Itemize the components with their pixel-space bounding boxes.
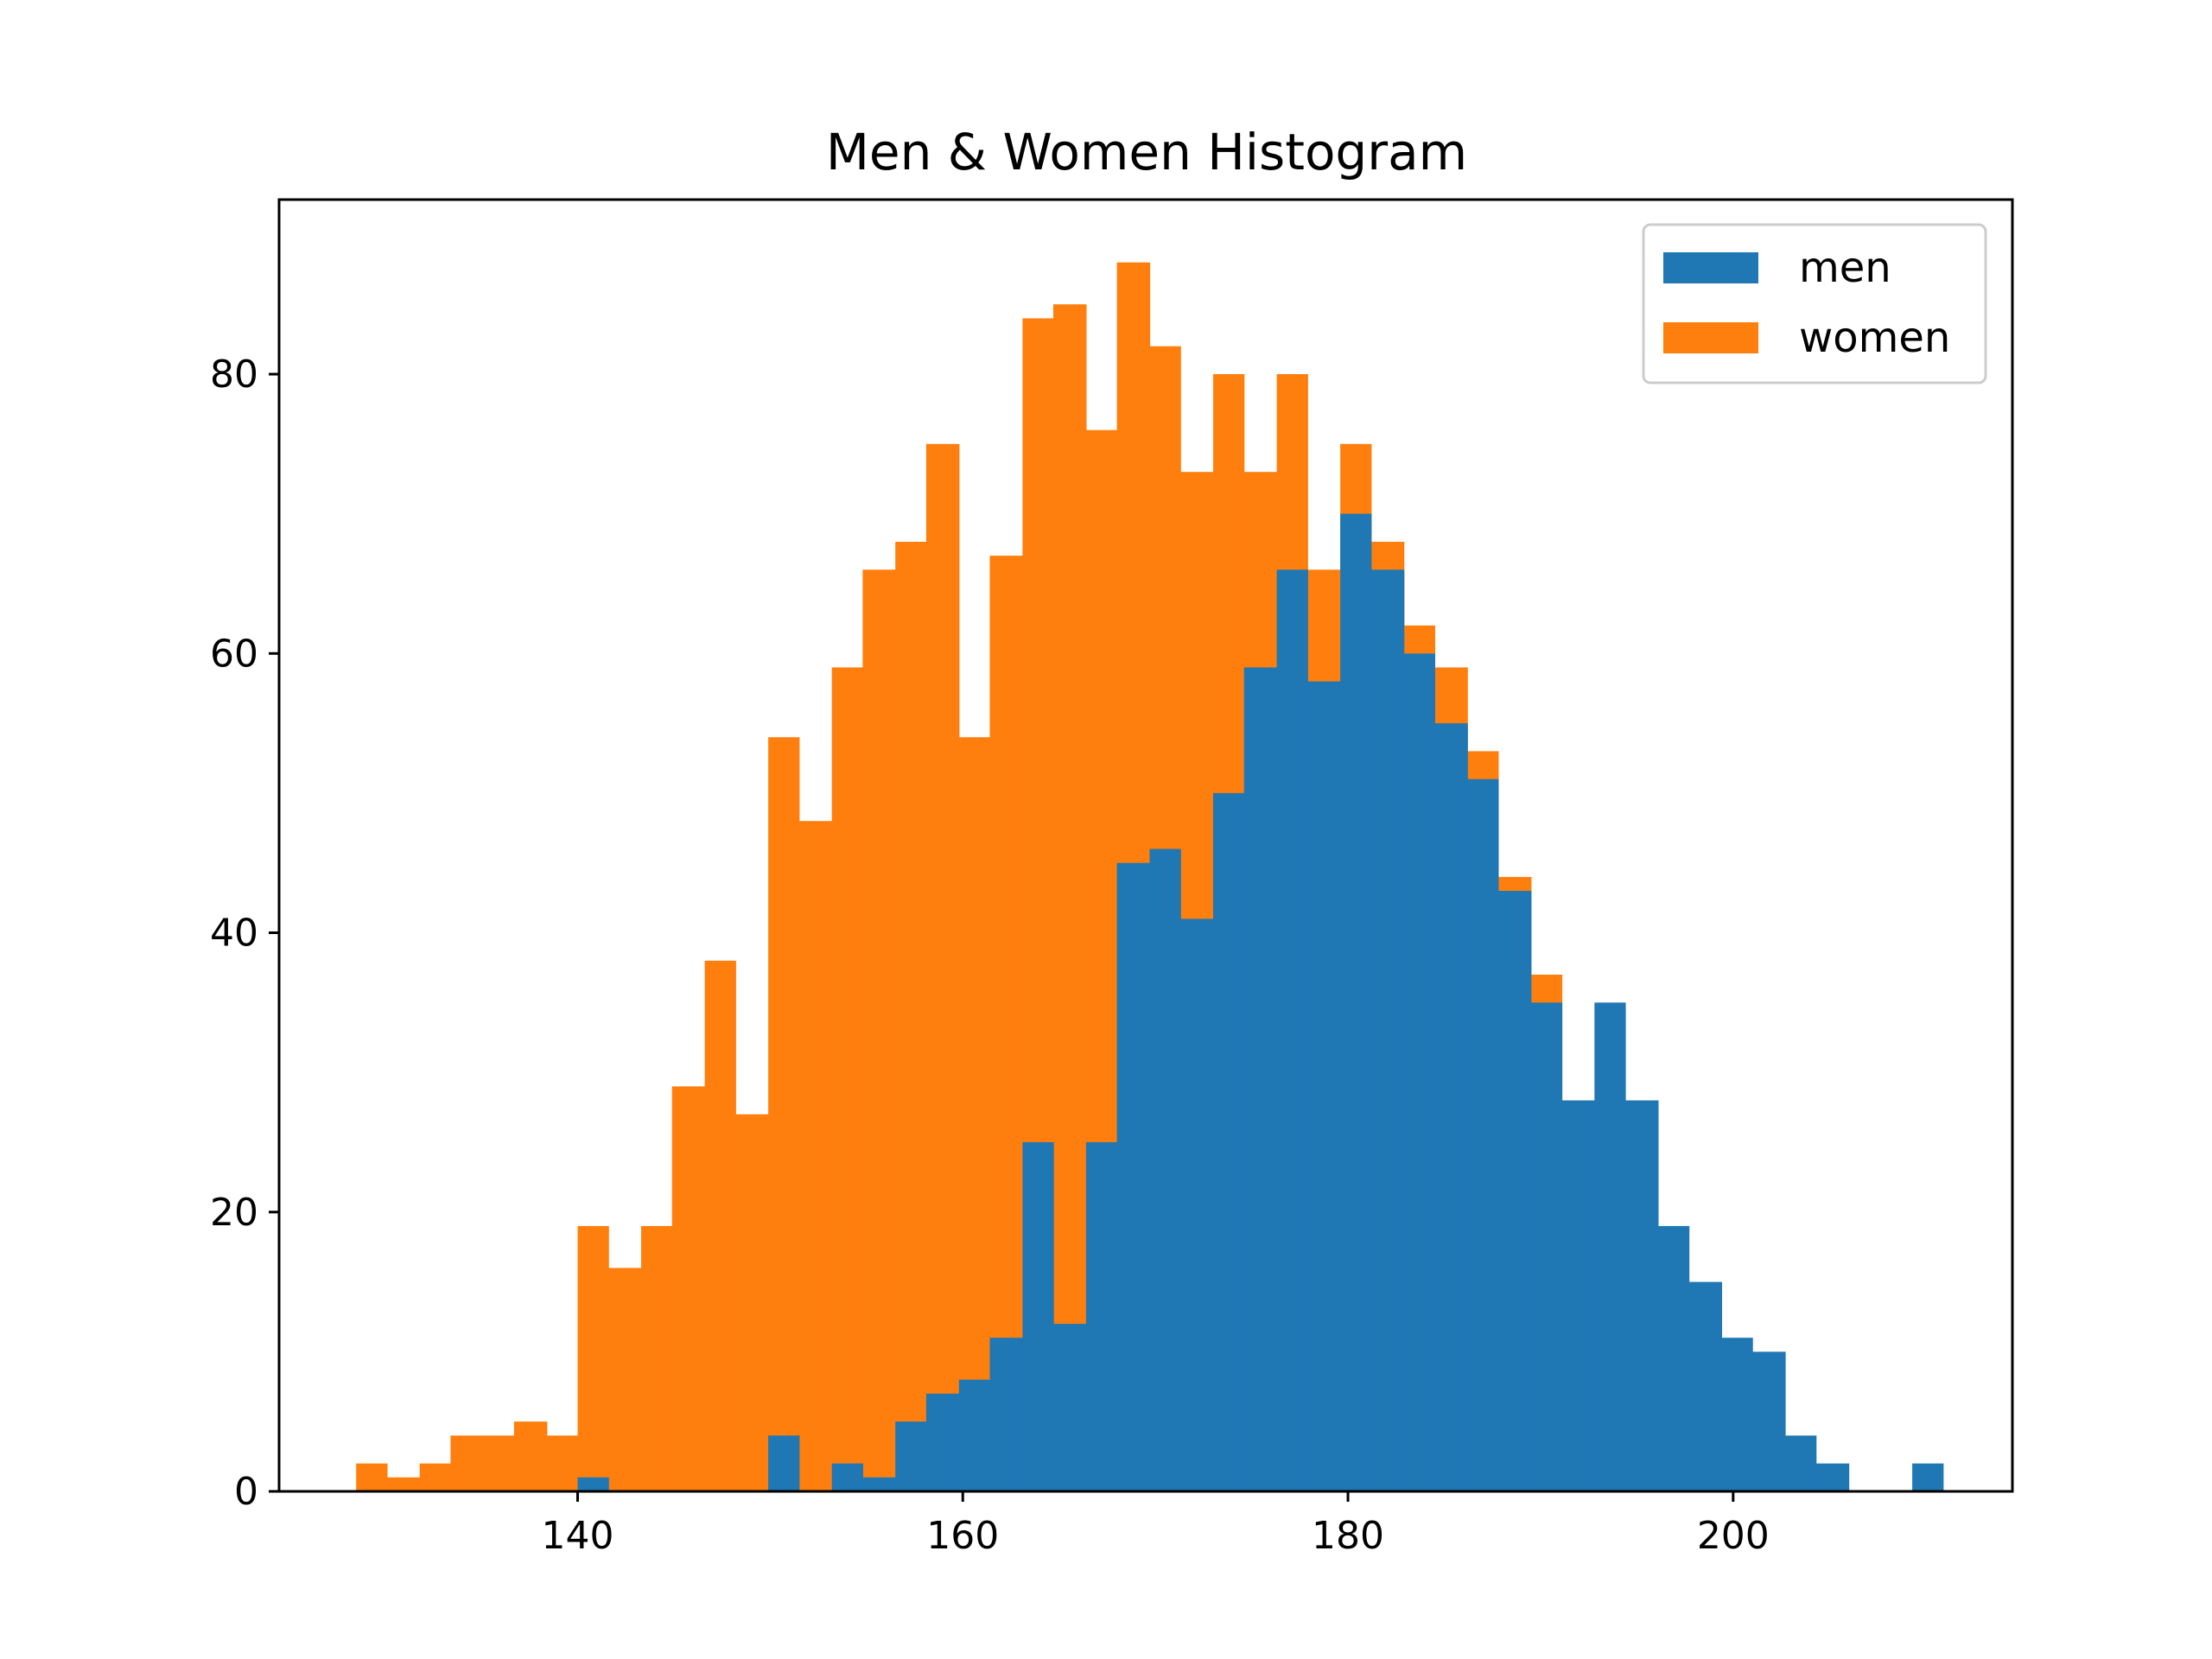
men-bar (1180, 918, 1214, 1491)
women-bar (831, 667, 863, 1491)
men-bar (1307, 681, 1341, 1491)
women-bar (641, 1225, 673, 1491)
plot-frame (277, 198, 2014, 1493)
men-bar (1815, 1463, 1850, 1491)
women-bar (608, 1268, 642, 1491)
women-bar (862, 569, 896, 1491)
men-bar (768, 1435, 800, 1491)
men-bar (1912, 1463, 1944, 1491)
women-bar (671, 1086, 706, 1491)
legend-label-women: women (1799, 314, 1950, 362)
men-bar (1403, 653, 1435, 1491)
y-tick-label: 80 (210, 353, 258, 397)
x-tick-label: 160 (926, 1514, 999, 1558)
men-bar (1721, 1338, 1753, 1491)
women-bar (895, 542, 927, 1491)
men-bar (1497, 891, 1532, 1491)
men-bar (1340, 513, 1372, 1491)
men-bar (1594, 1002, 1626, 1491)
women-bar (1053, 304, 1087, 1492)
women-bar (735, 1114, 769, 1491)
women-bar (419, 1463, 451, 1491)
women-bar (513, 1421, 548, 1491)
women-bar (386, 1477, 421, 1491)
women-bar (483, 1435, 515, 1491)
men-bar (1625, 1100, 1659, 1491)
legend: men women (1642, 223, 1987, 385)
men-bar (1561, 1100, 1595, 1491)
men-bar (1116, 862, 1151, 1491)
women-bar (704, 960, 736, 1491)
men-bar (958, 1379, 991, 1491)
legend-label-men: men (1799, 244, 1891, 292)
men-bar (1688, 1281, 1722, 1491)
men-bar (1467, 779, 1499, 1491)
men-bar (1370, 569, 1405, 1491)
men-bar (831, 1463, 863, 1491)
women-bar (546, 1435, 579, 1491)
women-bar (958, 737, 991, 1491)
men-bar (1785, 1435, 1817, 1491)
x-tick-label: 140 (541, 1514, 613, 1558)
men-bar (989, 1338, 1023, 1491)
men-bar (1149, 849, 1181, 1491)
y-tick-label: 0 (234, 1470, 258, 1514)
men-bar (1213, 792, 1245, 1491)
women-bar (577, 1225, 609, 1491)
y-axis: 0 20 40 60 80 (210, 353, 279, 1514)
men-bar (1657, 1225, 1690, 1491)
men-bar (577, 1477, 609, 1491)
men-bars (577, 513, 1944, 1491)
women-bar (356, 1463, 388, 1491)
men-bar (862, 1477, 896, 1491)
y-tick-label: 20 (210, 1191, 258, 1235)
women-bar (798, 821, 833, 1491)
men-bar (925, 1393, 960, 1491)
chart-title: Men & Women Histogram (826, 123, 1467, 181)
men-bar (1752, 1351, 1786, 1491)
x-axis: 140 160 180 200 (541, 1491, 1770, 1558)
men-bar (1243, 667, 1278, 1491)
y-tick-label: 60 (210, 632, 258, 676)
legend-swatch-women (1663, 322, 1758, 353)
men-bar (1276, 569, 1308, 1491)
x-tick-label: 180 (1312, 1514, 1384, 1558)
x-tick-label: 200 (1697, 1514, 1770, 1558)
y-tick-label: 40 (210, 912, 258, 956)
women-bar (450, 1435, 484, 1491)
men-bar (895, 1421, 927, 1491)
men-bar (1053, 1324, 1087, 1491)
women-bar (925, 443, 960, 1491)
women-bar (989, 556, 1023, 1491)
women-bar (768, 737, 800, 1491)
men-bar (1022, 1141, 1054, 1491)
men-bar (1434, 723, 1468, 1491)
men-bar (1530, 1002, 1563, 1491)
legend-swatch-men (1663, 252, 1758, 283)
men-bar (1085, 1141, 1118, 1491)
